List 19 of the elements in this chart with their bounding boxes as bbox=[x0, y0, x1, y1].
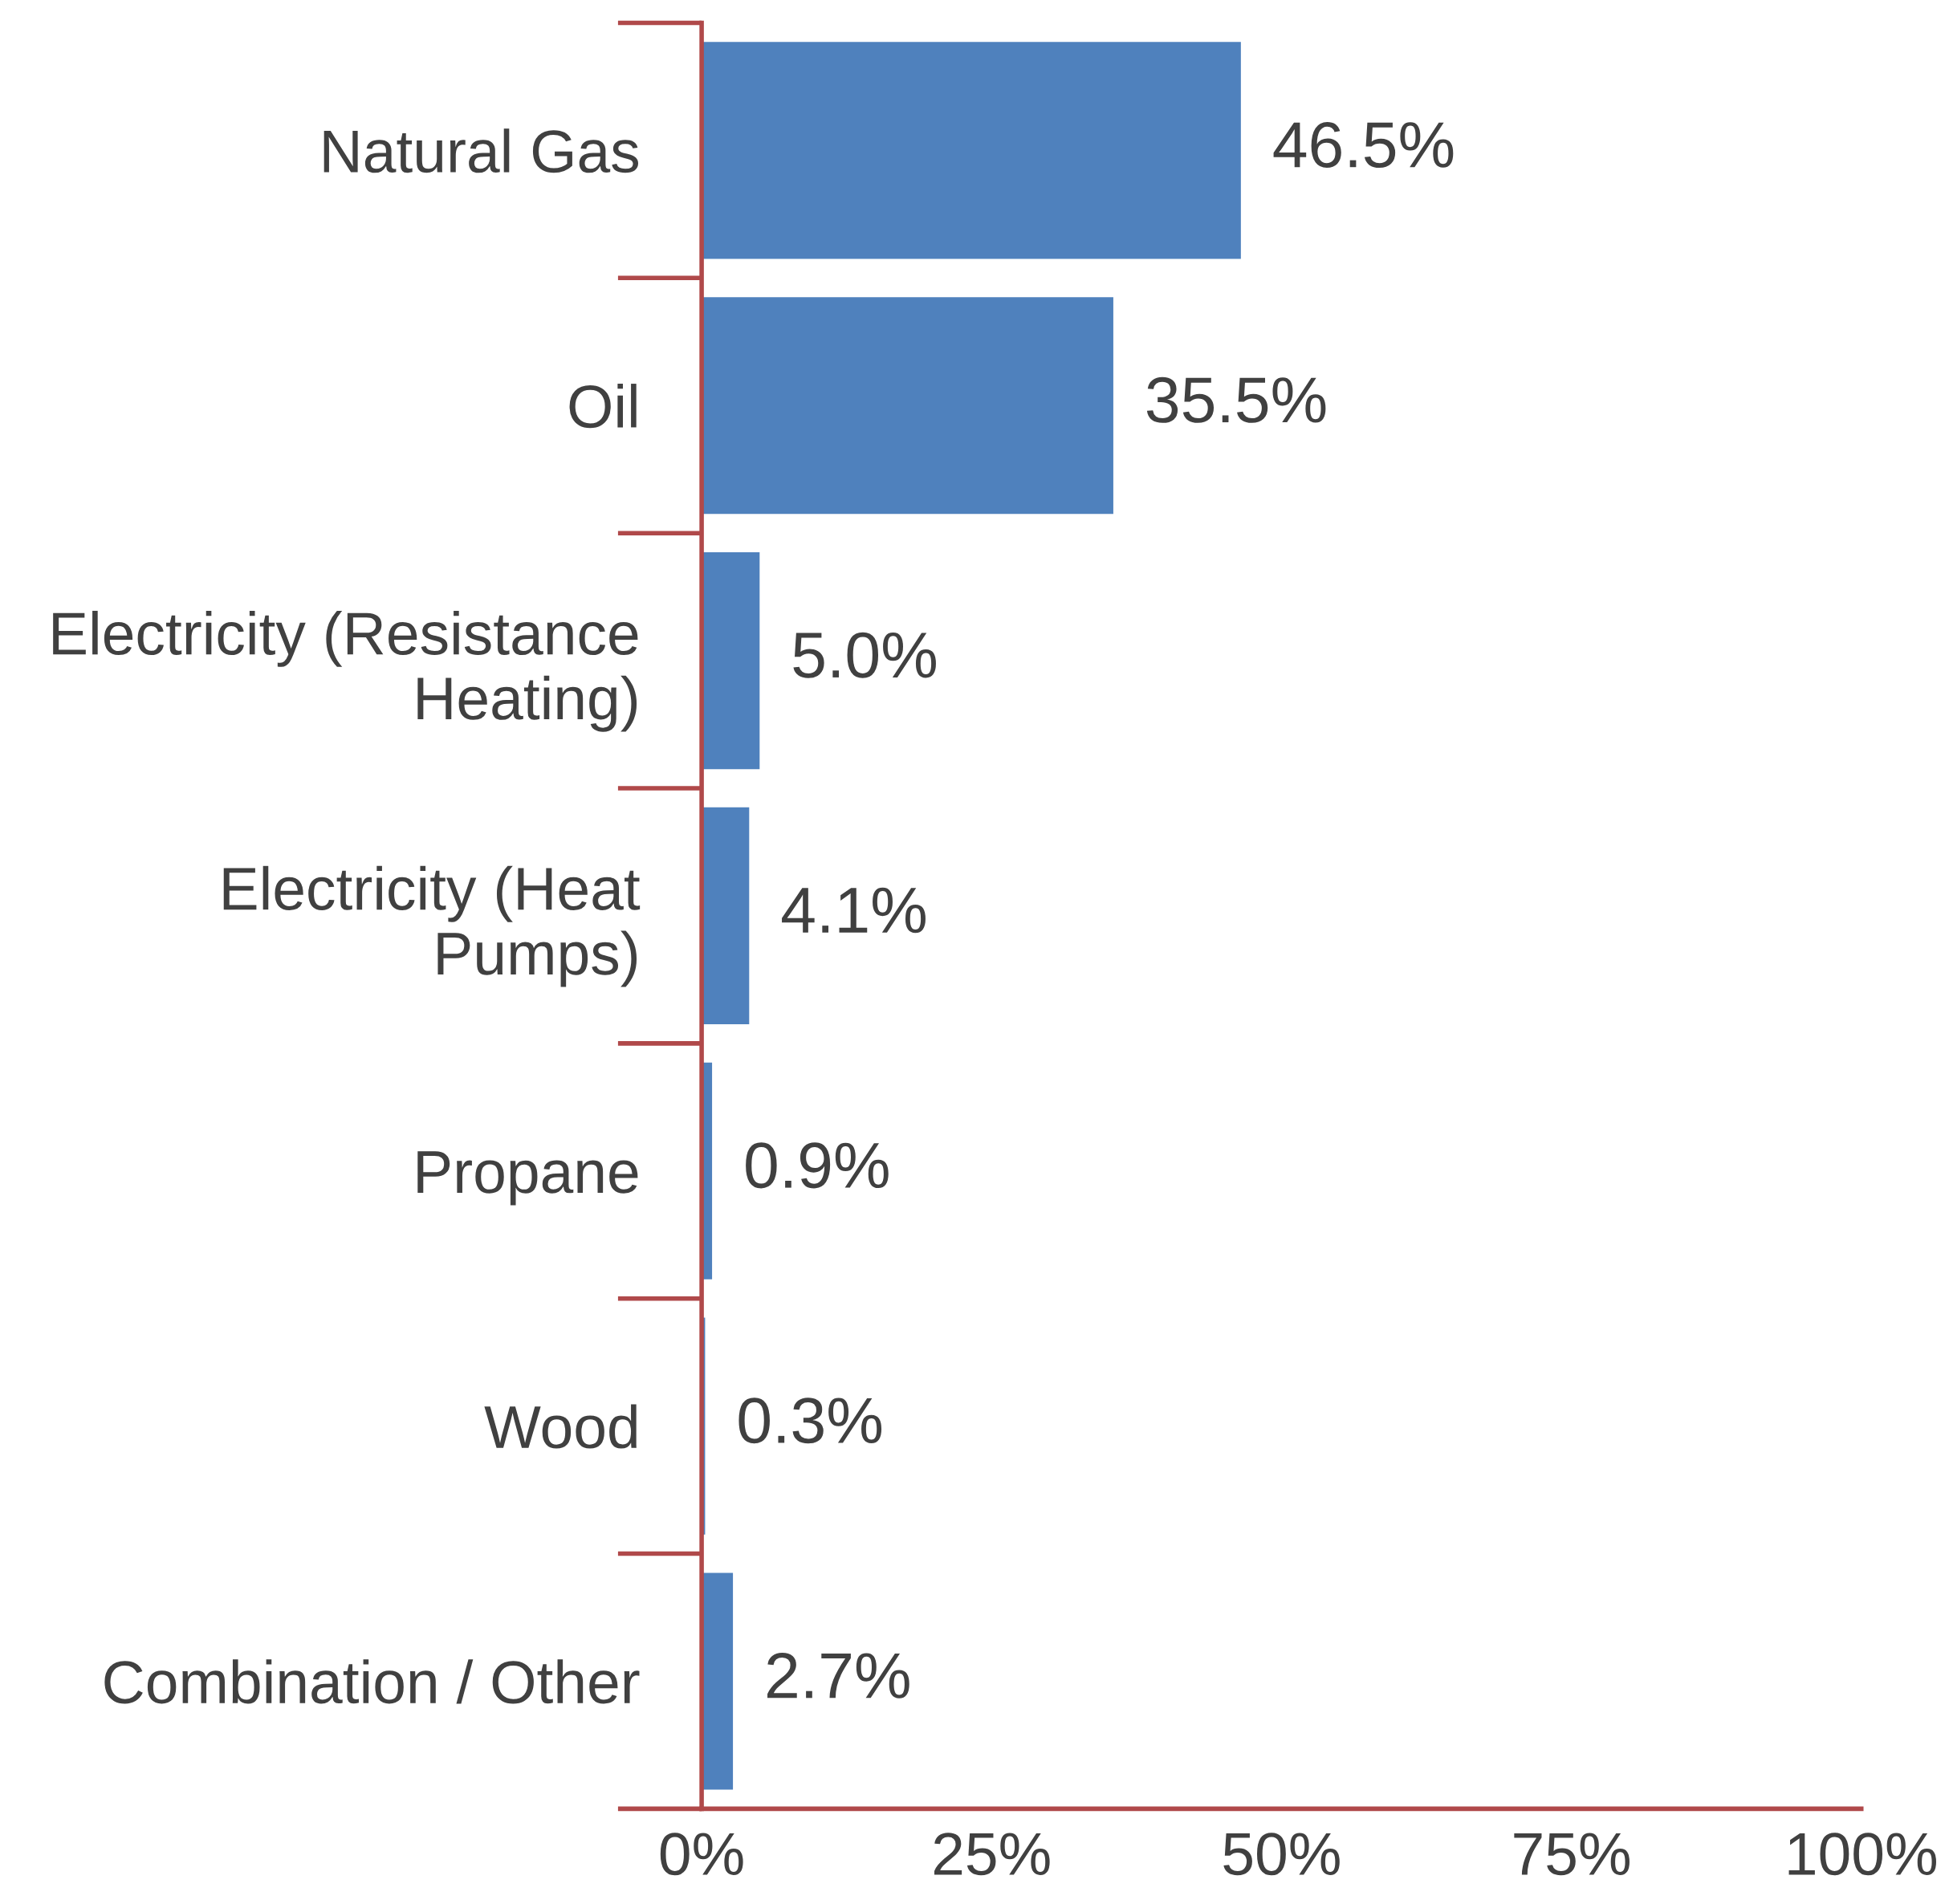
x-tick-label: 25% bbox=[934, 1833, 1050, 1876]
data-label: 0.9% bbox=[746, 1142, 889, 1189]
data-label: 0.3% bbox=[739, 1397, 882, 1444]
y-tick-label: Oil bbox=[569, 384, 637, 429]
x-tick-label: 100% bbox=[1788, 1833, 1936, 1876]
data-label: 5.0% bbox=[793, 632, 936, 678]
data-label: 35.5% bbox=[1146, 376, 1326, 423]
y-tick-label: Electricity (Resistance Heating) bbox=[53, 610, 638, 732]
y-tick-label: Propane bbox=[417, 1151, 638, 1206]
data-label: 46.5% bbox=[1273, 121, 1454, 169]
data-label: 4.1% bbox=[782, 887, 926, 934]
x-tick-label: 50% bbox=[1223, 1833, 1340, 1876]
y-tick-label: Wood bbox=[484, 1404, 637, 1449]
y-tick-label: Natural Gas bbox=[323, 128, 639, 173]
y-tick-label: Electricity (Heat Pumps) bbox=[223, 865, 641, 987]
x-tick-label: 0% bbox=[660, 1833, 743, 1876]
y-tick-label: Combination / Other bbox=[104, 1659, 640, 1704]
x-tick-label: 75% bbox=[1514, 1833, 1630, 1876]
data-label: 2.7% bbox=[767, 1653, 909, 1699]
